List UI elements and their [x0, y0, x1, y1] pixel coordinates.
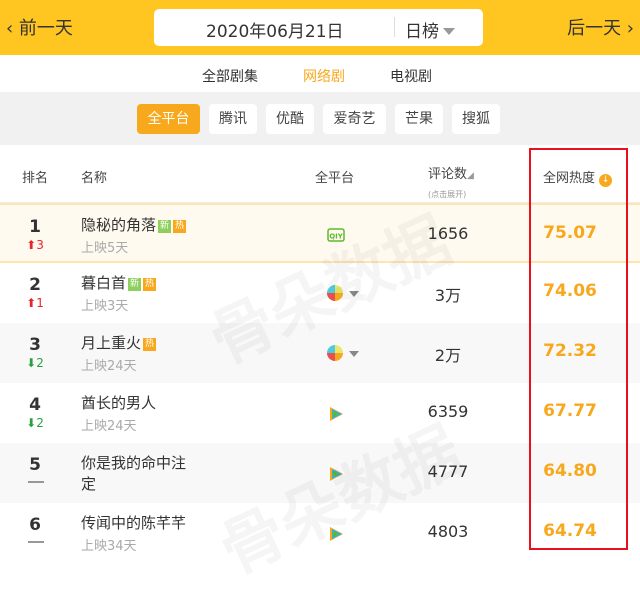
table-row[interactable]: 6 传闻中的陈芊芊 上映34天 4803 64.74 — [0, 503, 640, 563]
comment-count: 4777 — [427, 462, 469, 481]
ranking-table: 1 ⬆3 隐秘的角落新热上映5天 QIY 1656 75.07 2 ⬆1 暮白首新热上映3天 3万… — [0, 203, 640, 563]
table-row[interactable]: 2 ⬆1 暮白首新热上映3天 3万 74.06 — [0, 263, 640, 323]
filter-youku[interactable]: 优酷 — [266, 104, 314, 134]
date-label[interactable]: 2020年06月21日 — [206, 22, 344, 42]
filter-iqiyi[interactable]: 爱奇艺 — [323, 104, 386, 134]
heat-score: 64.80 — [543, 461, 597, 481]
multi-platform-icon[interactable] — [327, 285, 361, 305]
filter-all-platforms[interactable]: 全平台 — [137, 104, 200, 134]
sort-down-icon: ↓ — [599, 174, 613, 187]
chevron-right-icon: › — [621, 18, 634, 39]
days-aired: 上映34天 — [81, 539, 137, 554]
comment-count: 4803 — [427, 522, 469, 541]
arrow-up-icon: ⬆ — [26, 296, 37, 310]
heat-score: 74.06 — [543, 281, 597, 301]
arrow-down-icon: ⬇ — [26, 356, 37, 370]
rank-type-select[interactable]: 日榜 — [405, 17, 455, 42]
comment-count: 1656 — [427, 224, 469, 243]
col-platform: 全平台 — [315, 171, 355, 186]
rank-number: 6 — [29, 515, 41, 535]
comment-count: 3万 — [434, 286, 462, 305]
tencent-video-icon — [327, 405, 345, 427]
prev-day-button[interactable]: ‹ 前一天 — [6, 18, 73, 39]
heat-score: 64.74 — [543, 521, 597, 541]
days-aired: 上映24天 — [81, 419, 137, 434]
tencent-video-icon — [327, 525, 345, 547]
caret-down-icon — [443, 27, 455, 41]
table-row[interactable]: 1 ⬆3 隐秘的角落新热上映5天 QIY 1656 75.07 — [0, 203, 640, 263]
date-picker[interactable]: 2020年06月21日 日榜 — [154, 9, 483, 46]
rank-change: ⬇2 — [26, 416, 44, 430]
show-title[interactable]: 暮白首新热 — [81, 274, 157, 292]
filter-mango[interactable]: 芒果 — [395, 104, 443, 134]
sort-triangle-icon: ◢ — [467, 171, 474, 181]
rank-change: ⬇2 — [26, 356, 44, 370]
comment-count: 2万 — [434, 346, 462, 365]
multi-platform-icon[interactable] — [327, 345, 361, 365]
platform-filters: 全平台 腾讯 优酷 爱奇艺 芒果 搜狐 — [0, 92, 640, 145]
no-change-icon — [28, 541, 44, 543]
days-aired: 上映3天 — [81, 299, 129, 314]
arrow-down-icon: ⬇ — [26, 416, 37, 430]
heat-score: 75.07 — [543, 223, 597, 243]
comments-expand-hint[interactable]: (点击展开) — [428, 190, 467, 199]
col-heat[interactable]: 全网热度 ↓ — [543, 167, 613, 187]
hot-badge: 热 — [143, 338, 157, 351]
filter-tencent[interactable]: 腾讯 — [209, 104, 257, 134]
show-title[interactable]: 传闻中的陈芊芊 — [81, 514, 187, 532]
show-title[interactable]: 你是我的命中注定 — [81, 454, 187, 493]
no-change-icon — [28, 481, 44, 483]
table-row[interactable]: 5 你是我的命中注定 4777 64.80 — [0, 443, 640, 503]
chevron-left-icon: ‹ — [6, 18, 19, 39]
rank-number: 4 — [29, 395, 41, 415]
arrow-up-icon: ⬆ — [26, 238, 37, 252]
tencent-video-icon — [327, 465, 345, 487]
days-aired: 上映5天 — [81, 241, 129, 256]
rank-number: 3 — [29, 335, 41, 355]
rank-number: 5 — [29, 455, 41, 475]
tab-all-series[interactable]: 全部剧集 — [202, 69, 258, 85]
tab-web-series[interactable]: 网络剧 — [303, 66, 345, 97]
show-title[interactable]: 月上重火热 — [81, 334, 157, 352]
col-rank: 排名 — [22, 171, 49, 186]
show-title[interactable]: 酋长的男人 — [81, 394, 157, 412]
rank-number: 1 — [29, 217, 41, 237]
iqiyi-icon: QIY — [327, 227, 345, 246]
days-aired: 上映24天 — [81, 359, 137, 374]
col-comments[interactable]: 评论数◢ — [428, 167, 474, 182]
rank-change: ⬆1 — [26, 296, 44, 310]
heat-score: 67.77 — [543, 401, 597, 421]
table-header: 排名 名称 全平台 评论数◢ (点击展开) 全网热度 ↓ — [0, 145, 640, 203]
rank-change: ⬆3 — [26, 238, 44, 252]
rank-number: 2 — [29, 275, 41, 295]
hot-badge: 热 — [173, 220, 187, 233]
filter-sohu[interactable]: 搜狐 — [452, 104, 500, 134]
svg-text:QIY: QIY — [329, 233, 344, 241]
show-title[interactable]: 隐秘的角落新热 — [81, 216, 187, 234]
category-tabs: 全部剧集 网络剧 电视剧 — [0, 55, 640, 97]
table-row[interactable]: 3 ⬇2 月上重火热上映24天 2万 72.32 — [0, 323, 640, 383]
table-row[interactable]: 4 ⬇2 酋长的男人上映24天 6359 67.77 — [0, 383, 640, 443]
next-day-button[interactable]: 后一天 › — [567, 18, 634, 39]
divider — [394, 17, 395, 37]
new-badge: 新 — [128, 278, 142, 291]
hot-badge: 热 — [143, 278, 157, 291]
heat-score: 72.32 — [543, 341, 597, 361]
comment-count: 6359 — [427, 402, 469, 421]
date-header: ‹ 前一天 2020年06月21日 日榜 后一天 › — [0, 0, 640, 55]
new-badge: 新 — [158, 220, 172, 233]
tab-tv-series[interactable]: 电视剧 — [390, 69, 432, 85]
col-name: 名称 — [81, 171, 108, 186]
